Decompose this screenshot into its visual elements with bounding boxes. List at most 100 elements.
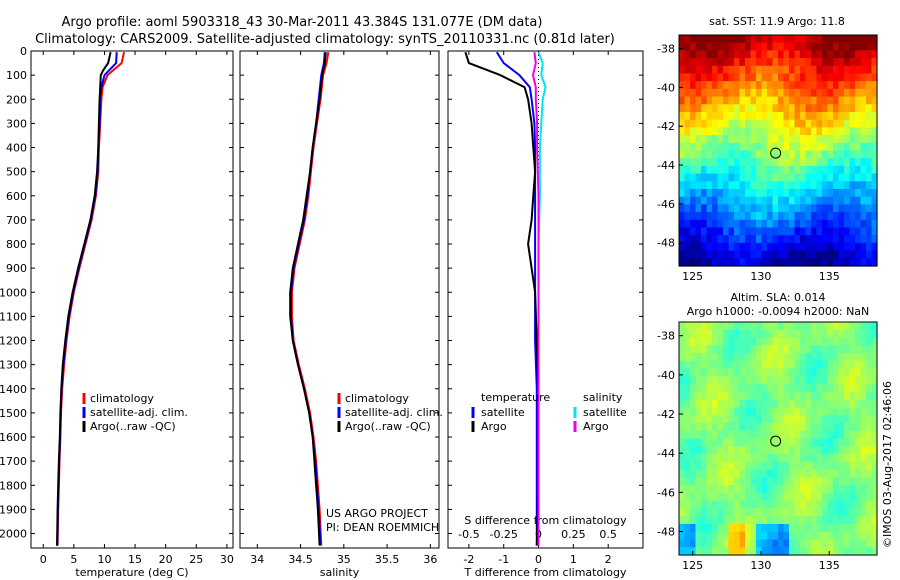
sst-map-cell [712,104,719,113]
sla-map-cell [706,337,713,346]
sla-map-cell [794,353,801,362]
sst-map-cell [734,35,741,44]
sla-map-cell [866,477,873,486]
sla-map-cell [756,485,763,494]
sst-map-cell [838,58,845,67]
sst-map-cell [822,104,829,113]
sst-map-cell [871,142,878,152]
sla-map-cell [723,430,730,440]
sla-map-cell [794,516,801,525]
sla-map-cell [778,384,785,393]
sla-map-cell [827,477,834,486]
sla-map-cell [849,454,856,463]
sst-map-cell [838,112,845,121]
sst-map-cell [750,81,757,90]
sla-map-cell [849,353,856,362]
sst-map-cell [816,242,823,252]
sst-map-cell [778,204,785,213]
sst-map-cell [690,58,697,67]
sla-map-cell [871,415,878,424]
sla-map-cell [690,477,697,486]
sst-map-cell [833,35,840,44]
sst-map-cell [855,50,862,59]
sla-map-cell [816,368,823,377]
sla-map-cell [701,492,708,502]
sst-map-cell [706,35,713,44]
sst-map-cell [838,135,845,144]
sla-map-cell [739,438,746,447]
sst-map-cell [800,127,807,136]
sla-map-cell [750,492,757,502]
sla-map-cell [800,438,807,447]
sst-map-cell [833,73,840,82]
sla-map-cell [750,523,757,533]
sst-map-cell [739,119,746,128]
sst-map-cell [690,173,697,182]
sla-map-cell [734,322,741,331]
sst-map-cell [855,250,862,259]
sst-map-cell [690,96,697,105]
sst-map-cell [745,88,752,98]
diff-legend-sal-title: salinity [583,391,623,404]
sst-map-cell [712,212,719,221]
sst-map-cell [805,73,812,82]
sla-map-cell [772,353,779,362]
sla-map-cell [816,345,823,354]
sla-map-cell [800,461,807,471]
sla-map-cell [712,492,719,502]
figure-title-line1: Argo profile: aoml 5903318_43 30-Mar-201… [62,15,543,30]
sla-map-cell [800,360,807,370]
sla-map-cell [800,337,807,346]
sst-map-cell [827,204,834,213]
sla-map-cell [712,376,719,385]
sla-map-cell [849,430,856,440]
sla-map-cell [844,399,851,409]
sst-map-cell [750,50,757,59]
sst-map-cell [871,35,878,44]
sst-map-cell [833,173,840,182]
sla-map-cell [860,422,867,432]
sla-map-cell [794,368,801,377]
sla-map-cell [855,492,862,502]
sla-map-ytick-label: -38 [657,330,675,343]
sla-map-cell [827,353,834,362]
sla-map-cell [794,438,801,447]
sst-map-cell [871,189,878,198]
sla-map-cell [712,516,719,525]
sla-map-cell [684,329,691,339]
sst-map-cell [794,242,801,252]
sla-map-cell [706,353,713,362]
sst-map-cell [750,142,757,152]
sla-map-cell [772,337,779,346]
sla-map-cell [778,531,785,541]
sla-map-cell [833,438,840,447]
sst-map-cell [778,227,785,236]
sla-map-cell [684,547,691,556]
sst-map-cell [679,65,686,75]
sla-map-cell [712,485,719,494]
sla-map-cell [701,422,708,432]
sst-map-cell [739,88,746,98]
sla-map-cell [712,399,719,409]
sst-map-cell [805,219,812,229]
sla-map-cell [800,508,807,517]
sst-map-cell [811,65,818,75]
sla-map-cell [838,469,845,478]
sla-map-cell [717,430,724,440]
sla-map-cell [844,492,851,502]
sla-map-cell [734,407,741,416]
sla-map-cell [866,399,873,409]
sst-map-cell [833,219,840,229]
sla-map-cell [712,422,719,432]
sst-map-cell [866,173,873,182]
sla-map-cell [756,500,763,509]
sla-map-cell [712,531,719,541]
sst-map-cell [849,181,856,190]
sst-map-cell [684,58,691,67]
sla-map-cell [778,391,785,401]
sla-map-cell [805,415,812,424]
sla-map-cell [767,485,774,494]
sst-map-cell [860,227,867,236]
sla-map-cell [706,407,713,416]
sla-map-cell [690,430,697,440]
